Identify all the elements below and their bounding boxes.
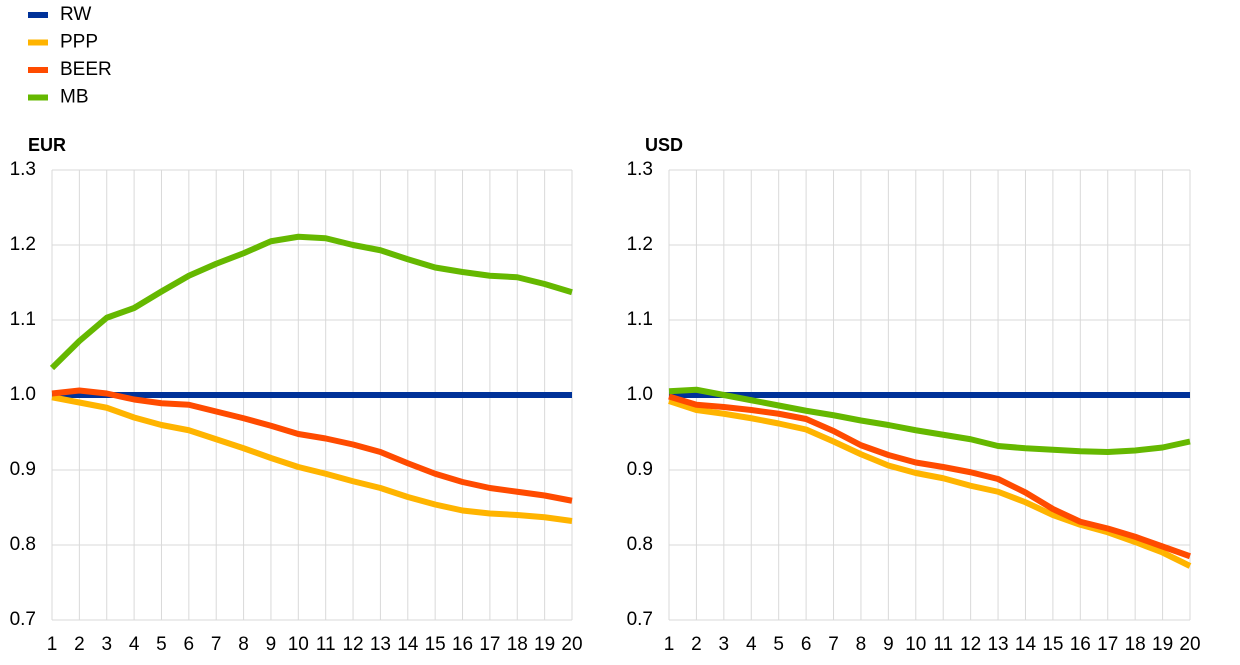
series-line	[668, 398, 1192, 569]
x-tick-label: 4	[129, 634, 140, 655]
x-tick-label: 8	[238, 634, 249, 655]
x-tick-label: 12	[960, 634, 981, 655]
chart-title: USD	[645, 135, 683, 155]
y-tick-label: 1.1	[627, 309, 653, 330]
y-tick-label: 0.8	[10, 534, 36, 555]
series-line	[51, 387, 573, 504]
x-tick-label: 15	[1042, 634, 1063, 655]
x-tick-label: 1	[664, 634, 675, 655]
x-tick-label: 11	[933, 634, 953, 655]
y-tick-label: 0.9	[10, 459, 36, 480]
y-tick-label: 0.9	[627, 459, 653, 480]
x-tick-label: 15	[425, 634, 446, 655]
x-tick-label: 17	[1097, 634, 1118, 655]
x-tick-label: 3	[719, 634, 730, 655]
x-tick-label: 18	[1125, 634, 1146, 655]
x-tick-label: 7	[211, 634, 222, 655]
x-tick-label: 9	[266, 634, 277, 655]
y-tick-label: 1.3	[627, 159, 653, 180]
x-tick-label: 16	[452, 634, 473, 655]
x-tick-label: 11	[316, 634, 336, 655]
y-tick-label: 1.0	[627, 384, 653, 405]
series-line	[668, 386, 1191, 455]
x-tick-label: 9	[883, 634, 894, 655]
legend-label: PPP	[60, 32, 98, 53]
x-tick-label: 3	[101, 634, 112, 655]
y-tick-label: 0.7	[627, 609, 653, 630]
x-tick-label: 18	[507, 634, 528, 655]
x-tick-label: 13	[987, 634, 1008, 655]
legend-label: BEER	[60, 59, 112, 80]
x-tick-label: 10	[905, 634, 926, 655]
x-tick-label: 19	[1152, 634, 1173, 655]
x-tick-label: 1	[47, 634, 58, 655]
x-tick-label: 2	[691, 634, 702, 655]
y-tick-label: 1.2	[627, 234, 653, 255]
x-tick-label: 5	[156, 634, 167, 655]
x-tick-label: 2	[74, 634, 85, 655]
series-line	[51, 394, 573, 524]
x-tick-label: 13	[370, 634, 391, 655]
x-tick-label: 17	[479, 634, 500, 655]
y-tick-label: 1.3	[10, 159, 36, 180]
x-tick-label: 7	[828, 634, 839, 655]
y-tick-label: 1.0	[10, 384, 36, 405]
x-tick-label: 12	[342, 634, 363, 655]
x-tick-label: 19	[534, 634, 555, 655]
y-tick-label: 1.2	[10, 234, 36, 255]
x-tick-label: 4	[746, 634, 757, 655]
x-tick-label: 8	[856, 634, 867, 655]
y-tick-label: 0.8	[627, 534, 653, 555]
x-tick-label: 6	[184, 634, 195, 655]
y-tick-label: 0.7	[10, 609, 36, 630]
legend-label: MB	[60, 87, 89, 108]
x-tick-label: 20	[561, 634, 582, 655]
series-line	[49, 233, 573, 371]
legend-label: RW	[60, 4, 91, 25]
chart-title: EUR	[28, 135, 66, 155]
x-tick-label: 5	[773, 634, 784, 655]
x-tick-label: 14	[397, 634, 419, 655]
x-tick-label: 16	[1070, 634, 1091, 655]
x-tick-label: 6	[801, 634, 812, 655]
y-tick-label: 1.1	[10, 309, 36, 330]
x-tick-label: 10	[288, 634, 309, 655]
x-tick-label: 20	[1179, 634, 1200, 655]
series-line	[668, 393, 1192, 560]
x-tick-label: 14	[1015, 634, 1037, 655]
